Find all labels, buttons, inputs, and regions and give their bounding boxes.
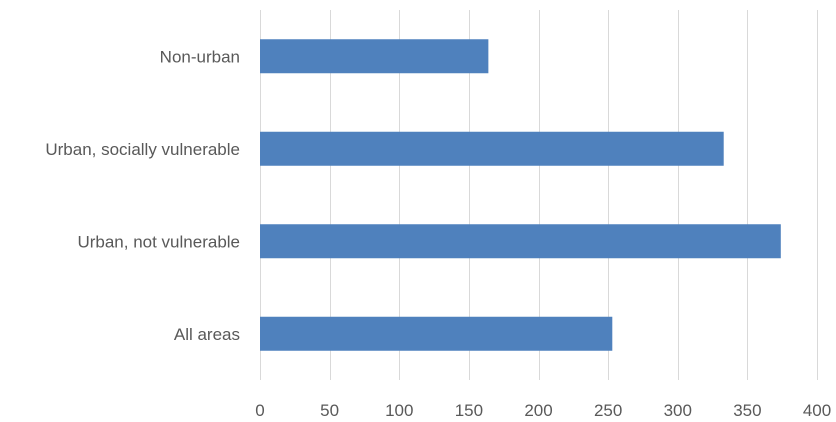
x-tick-label-150: 150 bbox=[455, 401, 483, 420]
bar-urban-socially-vulnerable bbox=[260, 131, 724, 166]
category-label-all-areas: All areas bbox=[174, 325, 240, 344]
bar-non-urban bbox=[260, 39, 489, 74]
x-tick-label-300: 300 bbox=[664, 401, 692, 420]
bar-all-areas bbox=[260, 316, 613, 351]
bar-urban-not-vulnerable bbox=[260, 224, 781, 259]
category-label-urban-not-vulnerable: Urban, not vulnerable bbox=[77, 232, 240, 251]
x-tick-label-200: 200 bbox=[524, 401, 552, 420]
category-label-urban-socially-vulnerable: Urban, socially vulnerable bbox=[45, 140, 240, 159]
x-tick-label-50: 50 bbox=[320, 401, 339, 420]
x-tick-label-250: 250 bbox=[594, 401, 622, 420]
bars bbox=[260, 39, 781, 351]
x-tick-label-400: 400 bbox=[803, 401, 831, 420]
x-tick-label-100: 100 bbox=[385, 401, 413, 420]
x-tick-label-350: 350 bbox=[733, 401, 761, 420]
x-tick-label-0: 0 bbox=[255, 401, 264, 420]
x-tick-labels: 0 50 100 150 200 250 300 350 400 bbox=[255, 401, 831, 420]
category-label-non-urban: Non-urban bbox=[160, 47, 240, 66]
category-labels: Non-urban Urban, socially vulnerable Urban… bbox=[45, 47, 240, 344]
